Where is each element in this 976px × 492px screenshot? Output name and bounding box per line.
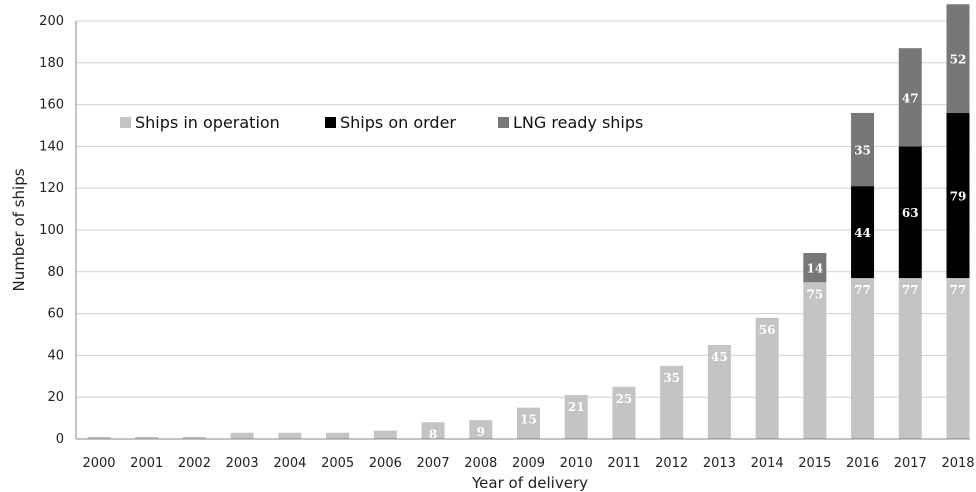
bar-segment-0 (564, 395, 588, 439)
data-label: 45 (711, 350, 728, 364)
x-tick-label: 2014 (751, 456, 784, 471)
data-label: 14 (806, 262, 823, 276)
y-tick-label: 0 (56, 432, 64, 447)
data-label: 21 (568, 400, 585, 414)
y-tick-label: 140 (39, 139, 64, 154)
bar-segment-1 (946, 112, 970, 279)
bar-segment-0 (612, 386, 636, 439)
bar-segment-2 (851, 112, 875, 187)
x-tick-label: 2004 (273, 456, 306, 471)
legend-swatch-ships-in-operation (120, 117, 131, 128)
legend: Ships in operation Ships on order LNG re… (120, 113, 643, 132)
x-tick-label: 2016 (846, 456, 879, 471)
x-tick-label: 2007 (417, 456, 450, 471)
bar-segment-0 (946, 278, 970, 439)
data-label: 52 (950, 53, 967, 67)
data-label: 8 (429, 427, 437, 441)
x-axis-title: Year of delivery (471, 474, 588, 492)
bar-segment-0 (898, 278, 922, 439)
bar-segment-1 (851, 186, 875, 279)
x-tick-label: 2009 (512, 456, 545, 471)
x-tick-label: 2013 (703, 456, 736, 471)
data-label: 79 (950, 190, 967, 204)
bar-segment-2 (803, 252, 827, 283)
data-label: 77 (902, 283, 919, 297)
y-tick-label: 120 (39, 181, 64, 196)
bar-segment-2 (898, 48, 922, 147)
bar-segment-0 (421, 422, 445, 439)
data-label: 44 (854, 226, 871, 240)
data-label: 56 (759, 323, 776, 337)
data-label: 63 (902, 206, 919, 220)
gridlines (76, 20, 970, 440)
bar-segment-2 (946, 4, 970, 113)
data-label: 47 (902, 91, 919, 105)
legend-label-lng-ready-ships: LNG ready ships (513, 113, 643, 132)
data-label: 75 (806, 287, 823, 301)
legend-label-ships-in-operation: Ships in operation (135, 113, 280, 132)
y-tick-label: 60 (47, 307, 64, 322)
axes: 0 20 40 60 80 100 120 140 160 180 200 2000 2001 2002 2… (39, 14, 974, 471)
data-labels: 8 9 15 21 25 35 45 56 75 14 77 44 35 77 63 47 77 79 52 (429, 53, 966, 442)
y-tick-label: 80 (47, 265, 64, 280)
bar-segment-0 (182, 436, 206, 439)
legend-swatch-ships-on-order (325, 117, 336, 128)
bar-segment-0 (517, 407, 540, 439)
x-tick-label: 2017 (894, 456, 927, 471)
y-tick-label: 200 (39, 14, 64, 29)
bar-segment-1 (898, 146, 922, 279)
data-label: 15 (520, 413, 537, 427)
data-label: 9 (477, 425, 485, 439)
x-tick-label: 2003 (226, 456, 259, 471)
bar-segment-0 (373, 430, 397, 439)
x-tick-label: 2000 (82, 456, 115, 471)
bar-segment-0 (851, 278, 875, 439)
y-axis-title: Number of ships (10, 168, 28, 291)
bar-segment-0 (326, 432, 350, 439)
legend-swatch-lng-ready-ships (498, 117, 509, 128)
x-tick-label: 2005 (321, 456, 354, 471)
bar-segment-0 (230, 432, 254, 439)
bar-segment-0 (87, 436, 111, 439)
y-tick-label: 20 (47, 390, 64, 405)
x-tick-label: 2010 (560, 456, 593, 471)
x-tick-label: 2008 (464, 456, 497, 471)
bar-segment-0 (755, 317, 779, 439)
data-label: 25 (616, 392, 633, 406)
x-tick-label: 2006 (369, 456, 402, 471)
bar-segment-0 (660, 365, 684, 439)
x-tick-label: 2018 (941, 456, 974, 471)
x-tick-label: 2001 (130, 456, 163, 471)
bar-segment-0 (469, 420, 493, 439)
bar-segment-0 (707, 344, 731, 439)
bar-segment-0 (135, 436, 159, 439)
data-label: 35 (663, 371, 680, 385)
y-tick-label: 180 (39, 56, 64, 71)
x-tick-label: 2011 (607, 456, 640, 471)
bar-segment-0 (278, 432, 302, 439)
legend-label-ships-on-order: Ships on order (340, 113, 456, 132)
bar-segment-0 (803, 282, 827, 439)
bars (87, 4, 970, 439)
y-tick-label: 40 (47, 348, 64, 363)
x-tick-label: 2002 (178, 456, 211, 471)
x-tick-label: 2015 (798, 456, 831, 471)
y-tick-label: 100 (39, 223, 64, 238)
x-tick-label: 2012 (655, 456, 688, 471)
y-tick-label: 160 (39, 98, 64, 113)
data-label: 77 (950, 283, 967, 297)
data-label: 77 (854, 283, 871, 297)
data-label: 35 (854, 144, 871, 158)
